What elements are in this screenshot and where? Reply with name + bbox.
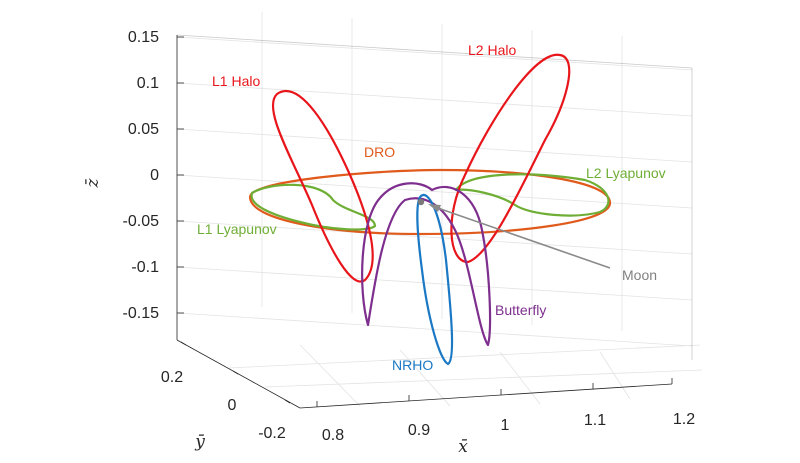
label-butterfly: Butterfly — [495, 302, 546, 318]
moon-marker — [417, 198, 425, 206]
series-l2-halo — [450, 53, 571, 264]
moon-arrow — [431, 205, 611, 269]
z-tick-label: 0.05 — [128, 121, 159, 138]
series-nrho — [416, 193, 454, 366]
series-l1-lyapunov — [250, 183, 377, 231]
y-axis-label: ȳ — [194, 432, 205, 452]
z-axis-label: z̄ — [83, 177, 103, 188]
series-dro — [248, 168, 612, 236]
z-tick-label: 0 — [150, 167, 159, 184]
x-tick-label: 1 — [501, 417, 510, 434]
y-tick-label: 0 — [228, 397, 237, 414]
moon-annotation: Moon — [417, 198, 657, 283]
z-axis: 0.15 0.1 0.05 0 -0.05 -0.1 -0.15 z̄ — [83, 29, 184, 322]
series-l2-lyapunov — [454, 173, 610, 217]
y-axis: 0.2 0 -0.2 ȳ — [161, 341, 291, 452]
label-l2-lyapunov: L2 Lyapunov — [586, 165, 666, 181]
label-nrho: NRHO — [392, 357, 433, 373]
orbit-labels: L1 Halo L2 Halo DRO L1 Lyapunov L2 Lyapu… — [197, 42, 666, 373]
x-axis: 0.8 0.9 1 1.1 1.2 x̄ — [316, 378, 695, 457]
z-tick-label: 0.1 — [137, 75, 159, 92]
label-l1-lyapunov: L1 Lyapunov — [197, 221, 277, 237]
grid-lines — [176, 12, 703, 407]
orbits — [248, 53, 612, 366]
x-tick-label: 1.1 — [584, 412, 606, 429]
x-tick-label: 0.8 — [322, 427, 344, 444]
series-l1-halo — [271, 90, 374, 283]
x-tick-label: 0.9 — [408, 422, 430, 439]
y-tick-label: 0.2 — [161, 369, 183, 386]
label-l2-halo: L2 Halo — [468, 42, 516, 58]
moon-arrowhead — [428, 204, 441, 212]
z-tick-label: -0.05 — [123, 213, 160, 230]
moon-label: Moon — [622, 267, 657, 283]
x-axis-label: x̄ — [458, 437, 468, 457]
z-tick-label: 0.15 — [128, 29, 159, 46]
series-butterfly — [361, 182, 492, 347]
label-l1-halo: L1 Halo — [212, 73, 260, 89]
x-tick-label: 1.2 — [673, 411, 695, 428]
z-tick-label: -0.1 — [131, 259, 159, 276]
z-tick-label: -0.15 — [123, 305, 160, 322]
label-dro: DRO — [364, 144, 395, 160]
y-tick-label: -0.2 — [258, 425, 286, 442]
axis-box — [176, 34, 693, 409]
